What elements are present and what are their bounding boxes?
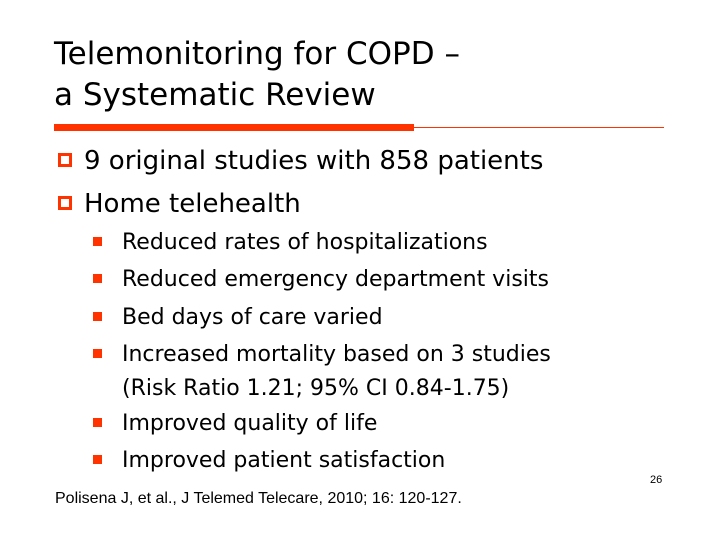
sub-bullet-item: Improved patient satisfaction bbox=[93, 443, 445, 479]
filled-square-bullet-icon bbox=[93, 418, 102, 427]
slide-title: Telemonitoring for COPD – a Systematic R… bbox=[54, 34, 654, 116]
citation: Polisena J, et al., J Telemed Telecare, … bbox=[55, 490, 462, 507]
sub-bullet-text: Improved quality of life bbox=[122, 411, 378, 436]
bullet-item: 9 original studies with 858 patients bbox=[58, 144, 543, 178]
sub-bullet-text: Increased mortality based on 3 studies bbox=[122, 342, 551, 367]
filled-square-bullet-icon bbox=[93, 237, 102, 246]
hollow-square-bullet-icon bbox=[58, 196, 72, 210]
sub-bullet-text: Reduced rates of hospitalizations bbox=[122, 230, 488, 255]
sub-bullet-item: Improved quality of life bbox=[93, 406, 377, 442]
slide-title-line-2: a Systematic Review bbox=[54, 77, 376, 113]
slide-title-line-1: Telemonitoring for COPD – bbox=[54, 36, 460, 72]
sub-bullet-item: Bed days of care varied bbox=[93, 300, 383, 336]
bullet-item: Home telehealth bbox=[58, 187, 301, 221]
sub-bullet-text: Reduced emergency department visits bbox=[122, 267, 549, 292]
sub-bullet-item: Reduced emergency department visits bbox=[93, 262, 549, 298]
sub-bullet-text: Bed days of care varied bbox=[122, 305, 383, 330]
hollow-square-bullet-icon bbox=[58, 153, 72, 167]
title-underline-thick bbox=[54, 124, 414, 131]
filled-square-bullet-icon bbox=[93, 349, 102, 358]
bullet-text: Home telehealth bbox=[84, 189, 301, 219]
filled-square-bullet-icon bbox=[93, 274, 102, 283]
page-number: 26 bbox=[650, 474, 663, 486]
filled-square-bullet-icon bbox=[93, 312, 102, 321]
sub-bullet-item: Increased mortality based on 3 studies (… bbox=[93, 337, 551, 405]
sub-bullet-text: Improved patient satisfaction bbox=[122, 448, 446, 473]
title-underline-thin bbox=[414, 127, 664, 128]
sub-bullet-continuation: (Risk Ratio 1.21; 95% CI 0.84-1.75) bbox=[122, 376, 510, 401]
sub-bullet-item: Reduced rates of hospitalizations bbox=[93, 225, 488, 261]
bullet-text: 9 original studies with 858 patients bbox=[84, 146, 544, 176]
filled-square-bullet-icon bbox=[93, 455, 102, 464]
